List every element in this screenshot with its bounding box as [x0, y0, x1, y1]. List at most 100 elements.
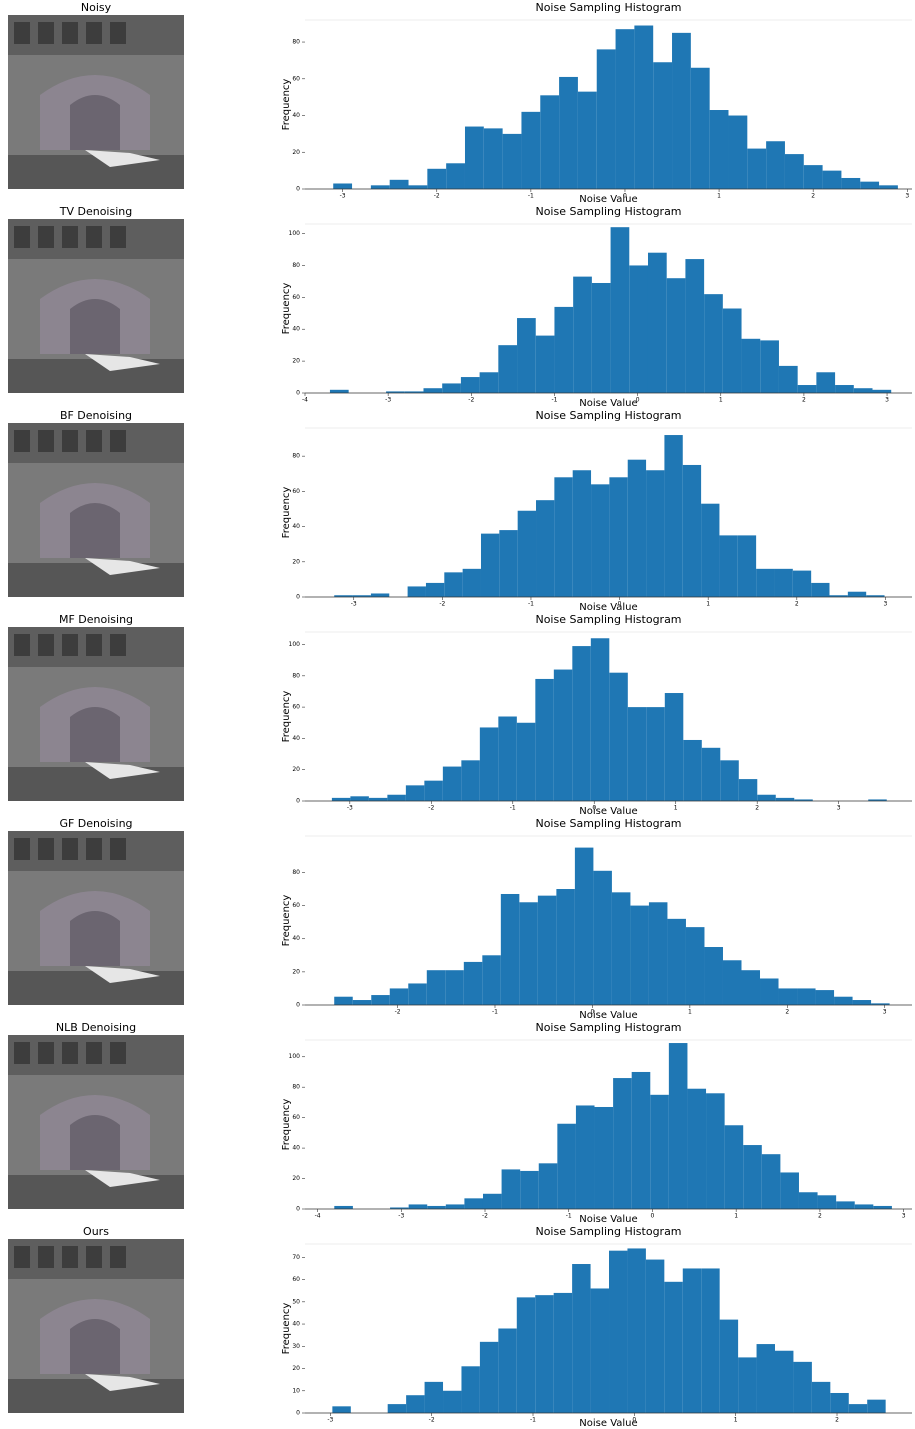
x-tick-label: 2: [755, 805, 759, 812]
histogram-bar: [427, 169, 446, 189]
histogram-bar: [591, 484, 609, 597]
histogram-bar: [334, 1206, 353, 1209]
x-axis-label: Noise Value: [579, 194, 637, 205]
histogram-bar: [371, 995, 390, 1005]
x-tick-label: 0: [636, 397, 640, 404]
histogram-bar: [464, 1198, 483, 1209]
histogram-bar: [830, 1393, 848, 1413]
x-tick-label: 2: [795, 601, 799, 608]
y-tick-label: 0: [296, 798, 300, 805]
photo-window: [14, 22, 30, 44]
x-tick-label: 1: [674, 805, 678, 812]
histogram-bar: [776, 798, 794, 801]
y-tick-label: 100: [289, 1053, 301, 1060]
histogram-bar: [559, 77, 578, 189]
histogram-bar: [612, 892, 631, 1005]
photo-window: [38, 634, 54, 656]
histogram-bar: [445, 970, 464, 1005]
histogram-bar: [873, 1206, 892, 1209]
x-tick-label: 3: [885, 397, 889, 404]
histogram-bar: [535, 679, 553, 801]
histogram-bar: [557, 1124, 576, 1209]
histogram-bar: [371, 185, 390, 189]
y-tick-label: 40: [292, 112, 300, 119]
histogram-bar: [687, 1089, 706, 1209]
histogram-bar: [554, 1293, 572, 1413]
photo-window: [14, 226, 30, 248]
histogram-bar: [463, 569, 481, 597]
y-tick-label: 0: [296, 186, 300, 193]
histogram-bar: [649, 902, 668, 1005]
histogram-bar: [573, 470, 591, 597]
histogram-bar: [409, 185, 428, 189]
histogram-bar: [701, 1268, 719, 1413]
x-tick-label: 1: [706, 601, 710, 608]
y-tick-label: 40: [292, 735, 300, 742]
photo-window: [38, 430, 54, 452]
histogram-bar: [613, 1078, 632, 1209]
x-tick-label: 1: [734, 1417, 738, 1424]
histogram-bar: [798, 385, 817, 393]
histogram-bar: [701, 504, 719, 597]
histogram-bar: [672, 33, 691, 189]
histogram-bar: [836, 1201, 855, 1209]
histogram-bar: [406, 1395, 424, 1413]
histogram-bar: [427, 1206, 446, 1209]
histogram-bar: [738, 535, 756, 597]
y-tick-label: 80: [292, 262, 300, 269]
histogram-bar: [390, 180, 409, 189]
histogram-bar: [706, 1093, 725, 1209]
histogram-bar: [818, 1195, 837, 1209]
photo-window: [110, 22, 126, 44]
photo-window: [86, 838, 102, 860]
histogram-bar: [669, 1043, 688, 1209]
x-tick-label: 3: [884, 601, 888, 608]
histogram-bar: [685, 259, 704, 393]
photo-door: [70, 503, 120, 558]
page: {"image_titles": ["Noisy", "TV Denoising…: [0, 0, 915, 1429]
histogram-bar: [646, 707, 664, 801]
histogram-bar: [595, 1107, 614, 1209]
histogram-bar: [854, 388, 873, 393]
histogram-bar: [853, 1000, 872, 1005]
y-tick-label: 20: [292, 1365, 300, 1372]
x-tick-label: 2: [802, 397, 806, 404]
histogram-bar: [686, 927, 705, 1005]
histogram-bar: [860, 182, 879, 189]
histogram-bar: [480, 727, 498, 801]
x-tick-label: 2: [818, 1213, 822, 1220]
histogram-bar: [518, 511, 536, 597]
histogram-bar: [446, 1204, 465, 1209]
y-tick-label: 20: [292, 1175, 300, 1182]
histogram-bar: [443, 767, 461, 801]
x-axis-label: Noise Value: [579, 602, 637, 613]
histogram-bar: [332, 798, 350, 801]
histogram-bar: [728, 116, 747, 189]
histogram-bar: [578, 92, 597, 189]
histogram-bar: [683, 740, 701, 801]
histogram-bar: [408, 586, 426, 597]
x-tick-label: 3: [902, 1213, 906, 1220]
histogram-bar: [536, 500, 554, 597]
histogram-bar: [775, 1351, 793, 1413]
x-tick-label: -1: [551, 397, 557, 404]
x-tick-label: -2: [428, 805, 434, 812]
photo-window: [110, 634, 126, 656]
histogram-bar: [426, 583, 444, 597]
y-axis-label: Frequency: [281, 1303, 292, 1355]
histogram-bar: [554, 670, 572, 801]
histogram-bar: [667, 919, 686, 1005]
x-tick-label: -2: [439, 601, 445, 608]
photo-window: [62, 430, 78, 452]
x-tick-label: 3: [837, 805, 841, 812]
photo-window: [38, 1042, 54, 1064]
x-tick-label: 0: [618, 601, 622, 608]
histogram-bar: [756, 569, 774, 597]
histogram-bar: [650, 1095, 669, 1209]
y-tick-label: 80: [292, 672, 300, 679]
histogram-bar: [464, 962, 483, 1005]
x-tick-label: -4: [315, 1213, 321, 1220]
histogram-bar: [723, 960, 742, 1005]
histogram-bar: [799, 1192, 818, 1209]
histogram-bar: [683, 465, 701, 597]
